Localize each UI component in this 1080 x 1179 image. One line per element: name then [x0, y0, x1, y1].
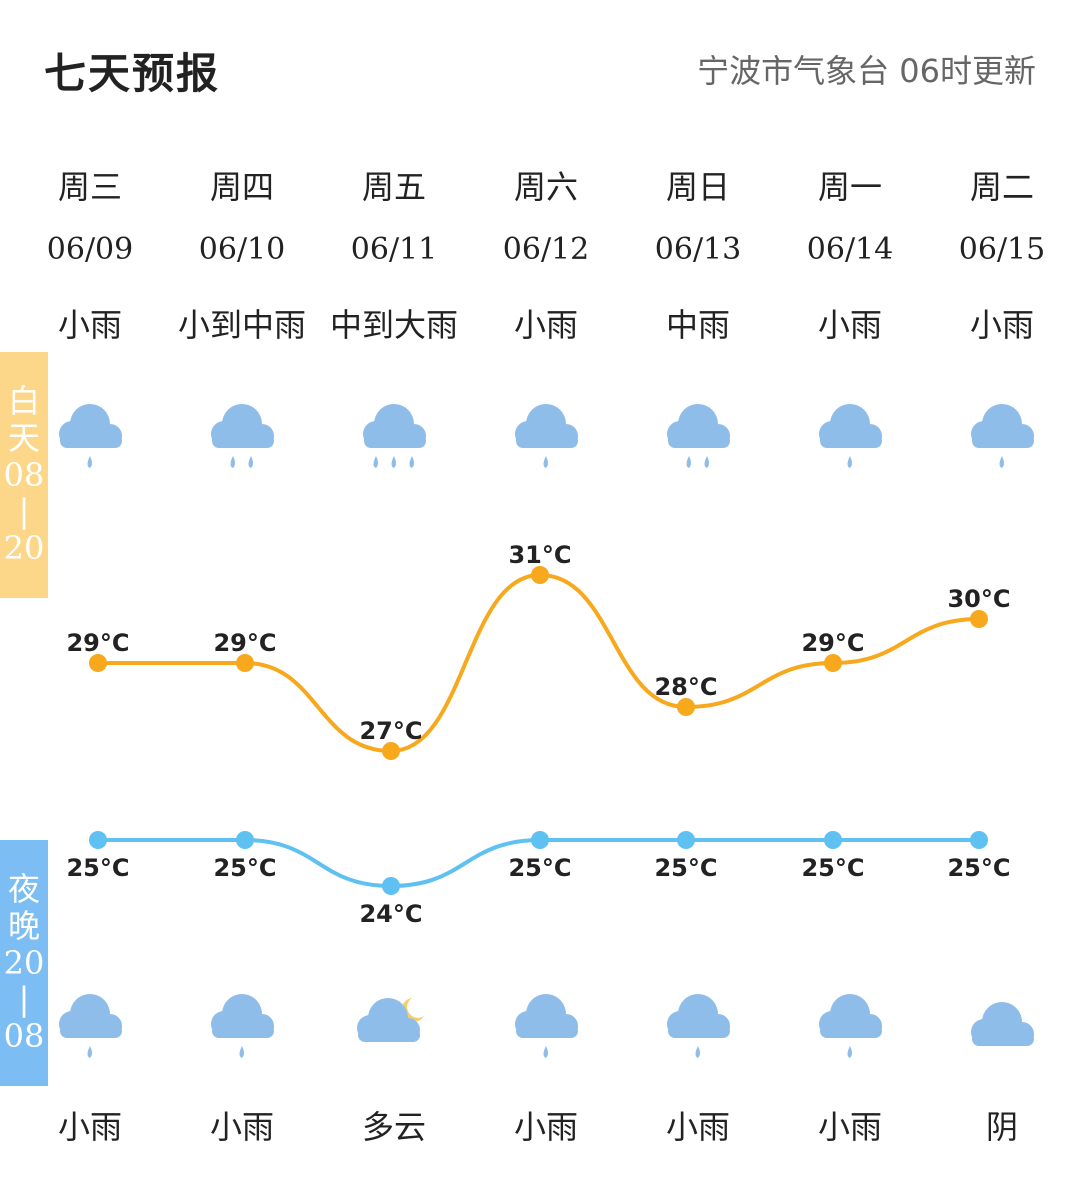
weekday-label: 周日 [665, 168, 730, 206]
day-weather-label: 小雨 [817, 306, 882, 344]
light-moderate-rain-icon [211, 404, 274, 468]
low-temperature-point [89, 831, 107, 849]
low-temperature-point [970, 831, 988, 849]
day-weather-label: 小雨 [969, 306, 1034, 344]
page-title: 七天预报 [44, 49, 221, 98]
low-temperature-point [531, 831, 549, 849]
high-temperature-point [677, 698, 695, 716]
date-label: 06/13 [654, 232, 742, 267]
high-temperature-label: 30°C [947, 585, 1010, 613]
day-weather-label: 小雨 [57, 306, 122, 344]
daytime-badge: 白 天 08 | 20 [0, 352, 48, 598]
date-label: 06/12 [502, 232, 590, 267]
night-badge-end: 08 [3, 1017, 45, 1056]
light-rain-icon [515, 404, 578, 468]
day-weather-label: 小雨 [513, 306, 578, 344]
high-temperature-label: 29°C [801, 629, 864, 657]
high-temperature-point [824, 654, 842, 672]
light-rain-icon [59, 994, 122, 1058]
date-label: 06/11 [350, 232, 438, 267]
light-rain-icon [515, 994, 578, 1058]
light-rain-icon [211, 994, 274, 1058]
night-badge: 夜 晚 20 | 08 [0, 840, 48, 1086]
high-temperature-point [89, 654, 107, 672]
date-label: 06/15 [958, 232, 1046, 267]
night-weather-label: 阴 [985, 1108, 1018, 1146]
cloudy-night-moon-icon [357, 998, 424, 1042]
low-temperature-point [677, 831, 695, 849]
high-temperature-line [98, 572, 980, 754]
daytime-badge-sep: | [18, 492, 30, 531]
light-rain-icon [819, 404, 882, 468]
low-temperature-label: 25°C [66, 854, 129, 882]
day-weather-label: 中雨 [665, 306, 730, 344]
day-weather-label: 中到大雨 [329, 306, 458, 344]
low-temperature-label: 25°C [947, 854, 1010, 882]
night-badge-start: 20 [3, 943, 45, 982]
low-temperature-label: 25°C [654, 854, 717, 882]
weekday-label: 周三 [57, 168, 122, 206]
weekday-label: 周二 [969, 168, 1034, 206]
night-icon-row [0, 990, 1080, 1080]
night-weather-label: 小雨 [817, 1108, 882, 1146]
high-temperature-point [236, 654, 254, 672]
night-weather-label: 小雨 [57, 1108, 122, 1146]
day-weather-label: 小到中雨 [177, 306, 306, 344]
daytime-badge-char: 天 [7, 418, 40, 457]
overcast-icon [971, 1002, 1034, 1046]
weekday-label: 周一 [817, 168, 882, 206]
low-temperature-label: 25°C [801, 854, 864, 882]
high-temperature-label: 28°C [654, 673, 717, 701]
day-weather-row: 小雨 小到中雨 中到大雨 小雨 中雨 小雨 小雨 [0, 300, 1080, 350]
date-label: 06/14 [806, 232, 894, 267]
update-source: 宁波市气象台 06时更新 [697, 52, 1036, 90]
high-temperature-point [970, 610, 988, 628]
light-rain-icon [971, 404, 1034, 468]
low-temperature-point [236, 831, 254, 849]
night-weather-label: 小雨 [665, 1108, 730, 1146]
low-temperature-point [824, 831, 842, 849]
daytime-badge-end: 20 [3, 529, 45, 568]
night-badge-char: 夜 [7, 870, 40, 908]
night-weather-label: 多云 [361, 1108, 426, 1146]
low-temperature-label: 24°C [359, 900, 422, 928]
moderate-heavy-rain-icon [363, 404, 426, 468]
date-label: 06/10 [198, 232, 286, 267]
night-weather-label: 小雨 [513, 1108, 578, 1146]
light-rain-icon [819, 994, 882, 1058]
weekday-label: 周四 [209, 168, 274, 206]
day-icon-row [0, 400, 1080, 490]
moderate-rain-icon [667, 404, 730, 468]
high-temperature-point [382, 742, 400, 760]
light-rain-icon [59, 404, 122, 468]
light-rain-icon [667, 994, 730, 1058]
high-temperature-label: 29°C [66, 629, 129, 657]
weekday-row: 周三 周四 周五 周六 周日 周一 周二 [0, 162, 1080, 212]
low-temperature-label: 25°C [508, 854, 571, 882]
low-temperature-point [382, 877, 400, 895]
daytime-badge-start: 08 [3, 455, 45, 494]
weekday-label: 周五 [361, 168, 426, 206]
high-temperature-label: 31°C [508, 541, 571, 569]
date-label: 06/09 [46, 232, 134, 267]
night-weather-label: 小雨 [209, 1108, 274, 1146]
date-row: 06/09 06/10 06/11 06/12 06/13 06/14 06/15 [0, 232, 1080, 282]
low-temperature-label: 25°C [213, 854, 276, 882]
night-badge-sep: | [18, 980, 30, 1019]
high-temperature-label: 27°C [359, 717, 422, 745]
night-weather-row: 小雨 小雨 多云 小雨 小雨 小雨 阴 [0, 1102, 1080, 1152]
daytime-badge-char: 白 [7, 382, 40, 420]
weekday-label: 周六 [513, 168, 578, 206]
high-temperature-point [531, 566, 549, 584]
high-temperature-label: 29°C [213, 629, 276, 657]
night-badge-char: 晚 [7, 906, 40, 945]
